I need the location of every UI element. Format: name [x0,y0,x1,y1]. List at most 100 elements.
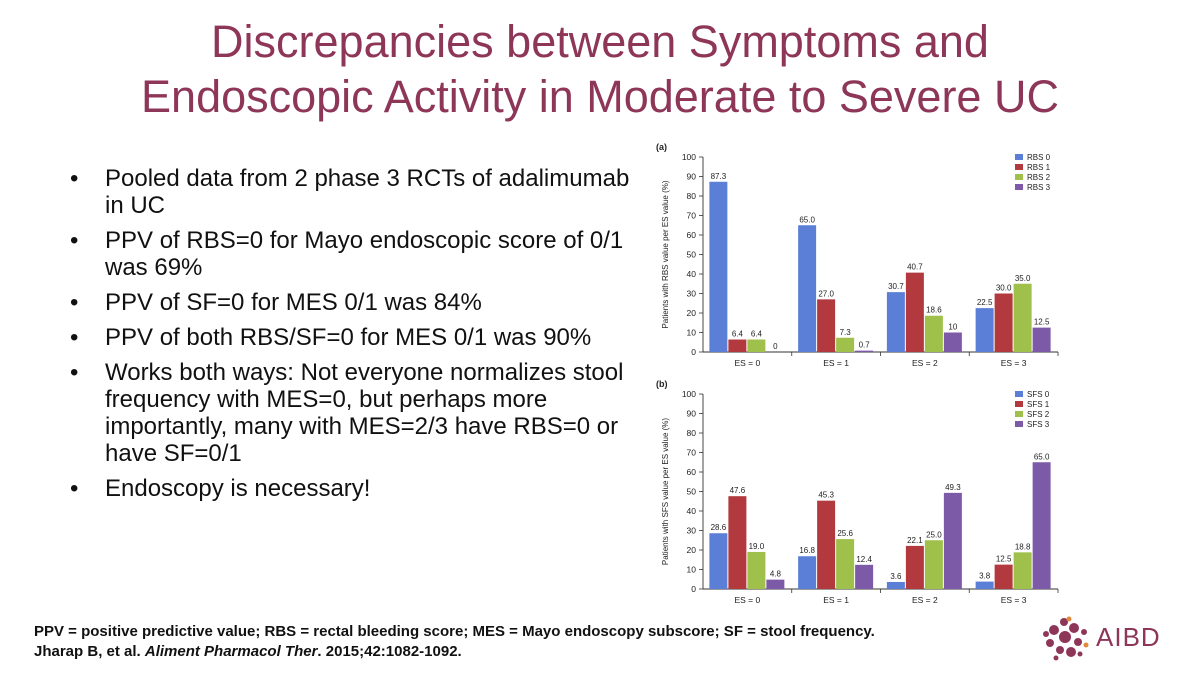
chart-rbs: (a) Patients with RBS value per ES value … [656,142,1059,368]
legend-label: RBS 1 [1027,163,1051,172]
bar-value-label: 27.0 [818,289,834,298]
legend-label: SFS 0 [1027,390,1050,399]
footnote-definitions: PPV = positive predictive value; RBS = r… [34,623,875,640]
bar-value-label: 22.1 [907,536,923,545]
bullet-item: PPV of both RBS/SF=0 for MES 0/1 was 90% [70,324,630,351]
y-tick-label: 70 [687,211,697,221]
y-axis-label: Patients with RBS value per ES value (%) [661,180,670,328]
legend-label: RBS 3 [1027,183,1051,192]
bar-value-label: 0 [773,342,778,351]
legend-label: SFS 2 [1027,410,1050,419]
bar-value-label: 30.0 [996,284,1012,293]
bar-value-label: 30.7 [888,282,904,291]
y-tick-label: 20 [687,545,697,555]
bar-value-label: 12.5 [996,555,1012,564]
y-tick-label: 40 [687,269,697,279]
y-tick-label: 50 [687,250,697,260]
bar [855,564,874,589]
logo-text: AIBD [1096,622,1161,652]
legend-label: RBS 2 [1027,173,1051,182]
legend-label: SFS 1 [1027,400,1050,409]
panel-label: (b) [656,379,668,389]
bullet-list: Pooled data from 2 phase 3 RCTs of adali… [70,165,630,510]
bullet-item: Endoscopy is necessary! [70,475,630,502]
x-tick-label: ES = 3 [1001,595,1027,605]
bar [817,299,836,352]
bar-value-label: 40.7 [907,263,923,272]
bar [766,579,785,589]
x-tick-label: ES = 1 [823,358,849,368]
title-line-2: Endoscopic Activity in Moderate to Sever… [141,71,1059,122]
y-tick-label: 10 [687,328,697,338]
bar-value-label: 45.3 [818,491,834,500]
y-tick-label: 20 [687,308,697,318]
legend-label: SFS 3 [1027,420,1050,429]
bar [905,545,924,589]
bar [1032,462,1051,589]
y-tick-label: 60 [687,230,697,240]
y-tick-label: 80 [687,428,697,438]
bar [728,339,747,352]
bar-value-label: 12.4 [856,555,872,564]
bar-value-label: 19.0 [749,542,765,551]
bar [709,533,728,589]
y-tick-label: 90 [687,409,697,419]
bar-value-label: 4.8 [770,570,782,579]
x-tick-label: ES = 3 [1001,358,1027,368]
footnote-citation: Jharap B, et al. Aliment Pharmacol Ther.… [34,642,875,662]
bar [994,564,1013,589]
y-tick-label: 0 [691,347,696,357]
y-tick-label: 100 [682,152,696,162]
bar [886,581,905,589]
bar-value-label: 10 [948,323,957,332]
title-line-1: Discrepancies between Symptoms and [211,16,989,67]
aibd-logo-icon [1043,616,1089,661]
bar [943,332,962,352]
bar [943,492,962,589]
bar [836,337,855,352]
bar-value-label: 3.6 [890,572,902,581]
bar-value-label: 22.5 [977,298,993,307]
bar-value-label: 0.7 [859,341,871,350]
bar [709,181,728,352]
y-tick-label: 40 [687,506,697,516]
bar-value-label: 6.4 [751,330,763,339]
y-tick-label: 0 [691,584,696,594]
y-tick-label: 10 [687,565,697,575]
y-tick-label: 100 [682,389,696,399]
legend-swatch [1015,401,1023,407]
bar-value-label: 25.6 [837,529,853,538]
bar [924,540,943,589]
bar [798,225,817,352]
y-tick-label: 30 [687,526,697,536]
bar [747,551,766,589]
bar [817,500,836,589]
x-tick-label: ES = 2 [912,595,938,605]
legend-swatch [1015,154,1023,160]
bar [1013,283,1032,352]
bullet-item: Works both ways: Not everyone normalizes… [70,359,630,467]
bar-value-label: 7.3 [840,328,852,337]
y-axis-label: Patients with SFS value per ES value (%) [661,418,670,566]
bullet-item: PPV of SF=0 for MES 0/1 was 84% [70,289,630,316]
legend-swatch [1015,164,1023,170]
bar-value-label: 28.6 [711,523,727,532]
y-tick-label: 60 [687,467,697,477]
bar [855,350,874,352]
chart-sfs: (b) Patients with SFS value per ES value … [656,379,1059,605]
legend-label: RBS 0 [1027,153,1051,162]
bar-value-label: 3.8 [979,572,991,581]
citation-details: . 2015;42:1082-1092. [317,643,462,660]
bar-value-label: 47.6 [730,486,746,495]
bullet-item: Pooled data from 2 phase 3 RCTs of adali… [70,165,630,219]
legend-swatch [1015,391,1023,397]
citation-authors: Jharap B, et al. [34,643,145,660]
citation-journal: Aliment Pharmacol Ther [144,643,318,660]
bar [905,272,924,352]
bar-value-label: 87.3 [711,172,727,181]
legend-swatch [1015,421,1023,427]
x-tick-label: ES = 0 [734,358,760,368]
bar [924,315,943,352]
slide-title: Discrepancies between Symptoms and Endos… [0,14,1200,124]
bar-value-label: 65.0 [1034,452,1050,461]
